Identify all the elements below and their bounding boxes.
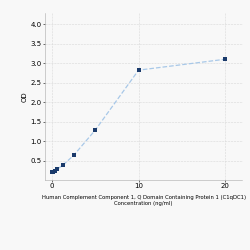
Point bbox=[136, 68, 140, 72]
Point bbox=[53, 169, 57, 173]
Point bbox=[93, 128, 97, 132]
X-axis label: Human Complement Component 1, Q Domain Containing Protein 1 (C1qDC1)
Concentrati: Human Complement Component 1, Q Domain C… bbox=[42, 195, 246, 206]
Point bbox=[72, 154, 76, 158]
Point bbox=[223, 57, 227, 61]
Point bbox=[51, 170, 55, 174]
Point bbox=[50, 170, 54, 174]
Y-axis label: OD: OD bbox=[22, 91, 28, 102]
Point bbox=[61, 163, 65, 167]
Point bbox=[55, 167, 59, 171]
